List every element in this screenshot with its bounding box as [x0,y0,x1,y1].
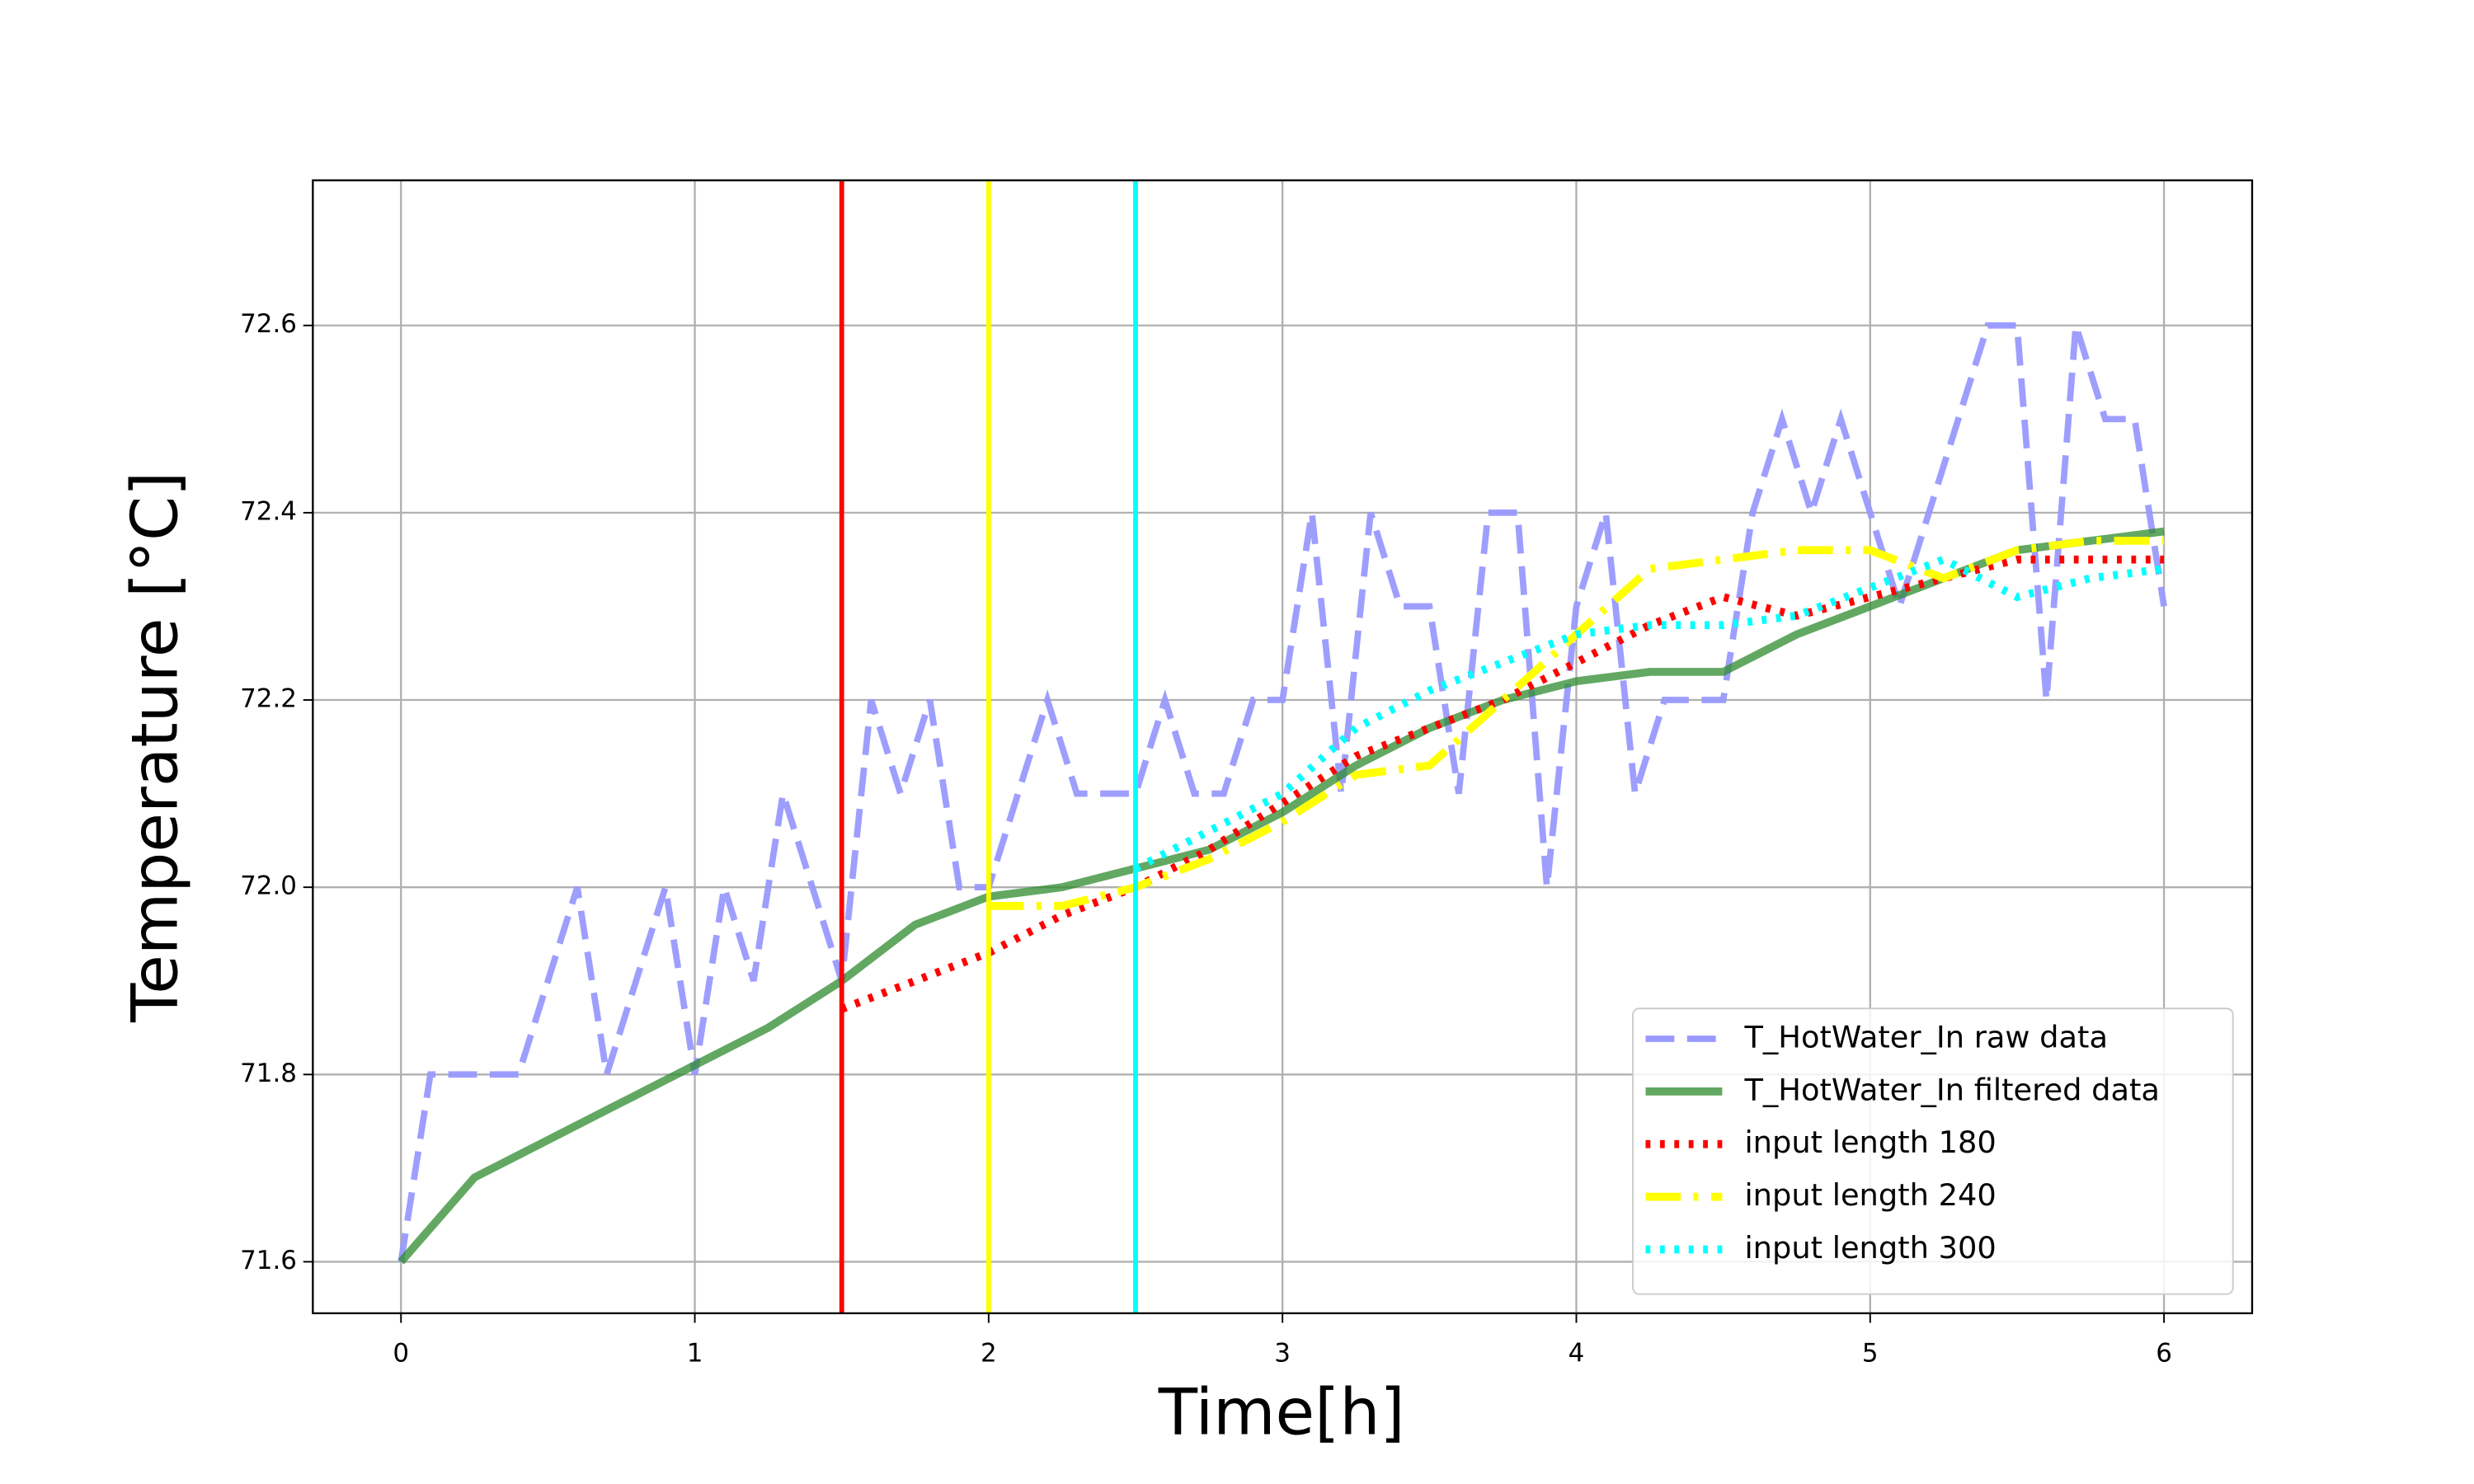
x-tick-label: 5 [1862,1339,1879,1369]
y-tick-label: 72.4 [240,496,297,526]
legend-label: input length 240 [1744,1177,1996,1213]
series-line [397,322,2167,1263]
x-tick-label: 4 [1569,1339,1585,1369]
x-tick-label: 6 [2156,1339,2172,1369]
legend-box [1632,1007,2234,1295]
plot-frame [312,179,2254,1315]
y-tick-label: 71.6 [240,1246,297,1275]
legend-label: input length 300 [1744,1230,1996,1266]
series-line [1133,555,2165,872]
y-tick-label: 72.2 [240,684,297,714]
legend-label: T_HotWater_In filtered data [1743,1072,2159,1107]
series-line [397,527,2165,1265]
x-tick-label: 3 [1274,1339,1291,1369]
x-tick-label: 0 [393,1339,409,1369]
series-line [840,555,2165,1013]
x-tick-label: 2 [981,1339,997,1369]
x-tick-label: 1 [687,1339,703,1369]
legend-label: input length 180 [1744,1125,1996,1160]
legend-label: T_HotWater_In raw data [1743,1020,2108,1055]
x-axis-label: Time[h] [1158,1376,1405,1450]
y-tick-label: 72.0 [240,871,297,901]
y-tick-label: 71.8 [240,1059,297,1088]
y-tick-label: 72.6 [240,309,297,339]
y-axis-label: Temperature [°C] [119,472,193,1023]
